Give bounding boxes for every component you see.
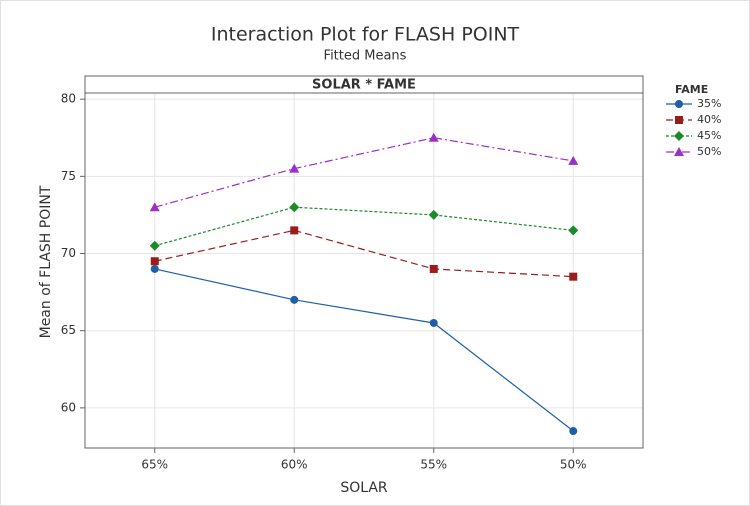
marker xyxy=(569,272,578,281)
panel-label: SOLAR * FAME xyxy=(312,78,416,93)
x-axis-label: SOLAR xyxy=(340,480,388,496)
legend-label: 35% xyxy=(697,97,721,110)
y-tick-label: 75 xyxy=(61,169,76,183)
chart-subtitle: Fitted Means xyxy=(324,49,407,64)
series-line xyxy=(154,229,574,278)
marker xyxy=(428,209,439,220)
marker xyxy=(290,226,299,235)
marker xyxy=(149,240,160,251)
marker xyxy=(150,257,159,266)
marker xyxy=(290,295,299,304)
marker xyxy=(675,116,683,124)
legend-label: 40% xyxy=(697,113,721,126)
marker xyxy=(569,427,578,436)
marker xyxy=(568,225,579,236)
marker xyxy=(429,264,438,273)
legend-title: FAME xyxy=(675,83,708,96)
marker xyxy=(429,318,438,327)
plot-border xyxy=(84,92,644,449)
x-tick-label: 60% xyxy=(281,458,308,472)
y-tick-label: 80 xyxy=(61,92,76,106)
marker xyxy=(674,147,684,156)
chart-title: Interaction Plot for FLASH POINT xyxy=(211,24,520,46)
marker xyxy=(149,202,160,212)
x-tick-label: 55% xyxy=(420,458,447,472)
marker xyxy=(150,264,159,273)
marker xyxy=(289,163,300,173)
series-line xyxy=(154,137,574,208)
x-tick-label: 50% xyxy=(560,458,587,472)
marker xyxy=(675,100,683,108)
series-line xyxy=(154,268,574,432)
marker xyxy=(568,155,579,165)
legend-label: 45% xyxy=(697,129,721,142)
marker xyxy=(428,132,439,142)
series-line xyxy=(154,206,574,247)
y-tick-label: 60 xyxy=(61,400,76,414)
marker xyxy=(674,131,684,141)
y-axis-label: Mean of FLASH POINT xyxy=(38,185,54,338)
y-tick-label: 65 xyxy=(61,323,76,337)
x-tick-label: 65% xyxy=(141,458,168,472)
marker xyxy=(289,202,300,213)
legend-label: 50% xyxy=(697,145,721,158)
y-tick-label: 70 xyxy=(61,246,76,260)
